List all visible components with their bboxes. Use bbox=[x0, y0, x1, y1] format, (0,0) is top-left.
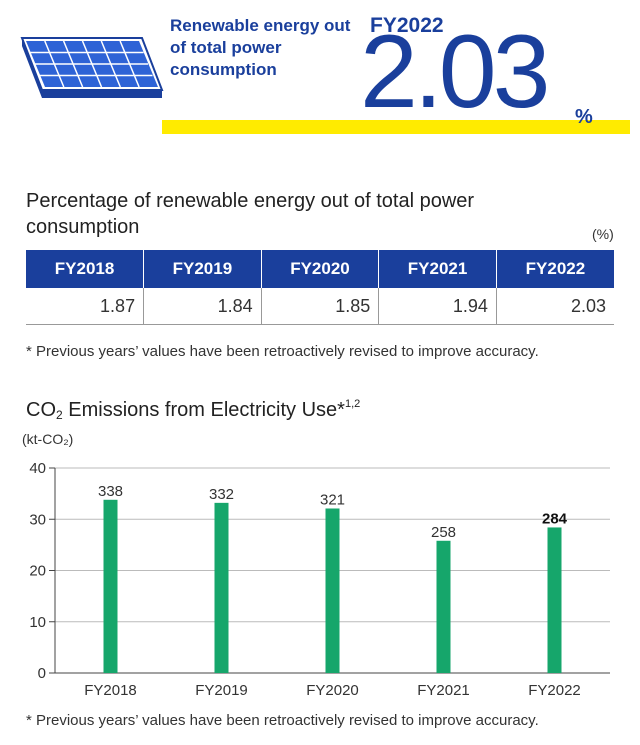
bar bbox=[214, 502, 229, 673]
table-header-cell: FY2018 bbox=[26, 250, 144, 288]
data-label: 258 bbox=[431, 524, 456, 541]
y-tick-label: 0 bbox=[38, 665, 46, 682]
table-cell: 2.03 bbox=[495, 288, 614, 325]
data-label: 321 bbox=[320, 491, 345, 508]
bar bbox=[436, 540, 451, 673]
table-header-row: FY2018 FY2019 FY2020 FY2021 FY2022 bbox=[26, 250, 614, 288]
solar-panel-icon bbox=[20, 37, 164, 98]
x-tick-label: FY2022 bbox=[528, 682, 581, 699]
bar bbox=[103, 499, 118, 673]
chart-footnote: * Previous years’ values have been retro… bbox=[26, 712, 539, 729]
table-footnote: * Previous years’ values have been retro… bbox=[26, 343, 539, 360]
highlight-band bbox=[162, 120, 630, 134]
table-header-cell: FY2022 bbox=[495, 250, 614, 288]
y-tick-label: 30 bbox=[29, 511, 46, 528]
data-label: 338 bbox=[98, 483, 123, 500]
data-label: 284 bbox=[542, 510, 568, 527]
data-label: 332 bbox=[209, 486, 234, 503]
y-tick-label: 20 bbox=[29, 563, 46, 580]
y-axis-unit: (kt-CO₂) bbox=[22, 431, 73, 447]
table-header-cell: FY2019 bbox=[143, 250, 262, 288]
x-tick-label: FY2018 bbox=[84, 682, 137, 699]
kpi-unit: % bbox=[575, 106, 593, 128]
kpi-value: 2.03 bbox=[360, 14, 550, 130]
table-title: Percentage of renewable energy out of to… bbox=[26, 190, 475, 238]
table-unit: (%) bbox=[592, 226, 614, 242]
y-tick-label: 40 bbox=[29, 460, 46, 477]
kpi-year: FY2022 bbox=[370, 14, 444, 37]
y-tick-label: 10 bbox=[29, 614, 46, 631]
bar bbox=[325, 508, 340, 673]
table-cell: 1.87 bbox=[26, 288, 144, 325]
co2-bar-chart: (kt-CO₂) 0 10 20 30 40 338 FY2018 332 FY2019 321 F… bbox=[22, 431, 610, 699]
x-tick-label: FY2020 bbox=[306, 682, 359, 699]
chart-title: CO2 Emissions from Electricity Use*1,2 bbox=[26, 398, 361, 422]
table-header-cell: FY2020 bbox=[260, 250, 379, 288]
x-tick-label: FY2019 bbox=[195, 682, 248, 699]
table-header-cell: FY2021 bbox=[378, 250, 497, 288]
table-cell: 1.84 bbox=[143, 288, 262, 325]
table-cell: 1.94 bbox=[378, 288, 497, 325]
table-cell: 1.85 bbox=[260, 288, 379, 325]
bar bbox=[547, 527, 562, 673]
x-tick-label: FY2021 bbox=[417, 682, 470, 699]
renewable-table: FY2018 FY2019 FY2020 FY2021 FY2022 1.87 … bbox=[26, 250, 614, 325]
table-row: 1.87 1.84 1.85 1.94 2.03 bbox=[26, 288, 614, 325]
kpi-label: Renewable energy out of total power cons… bbox=[170, 16, 351, 79]
